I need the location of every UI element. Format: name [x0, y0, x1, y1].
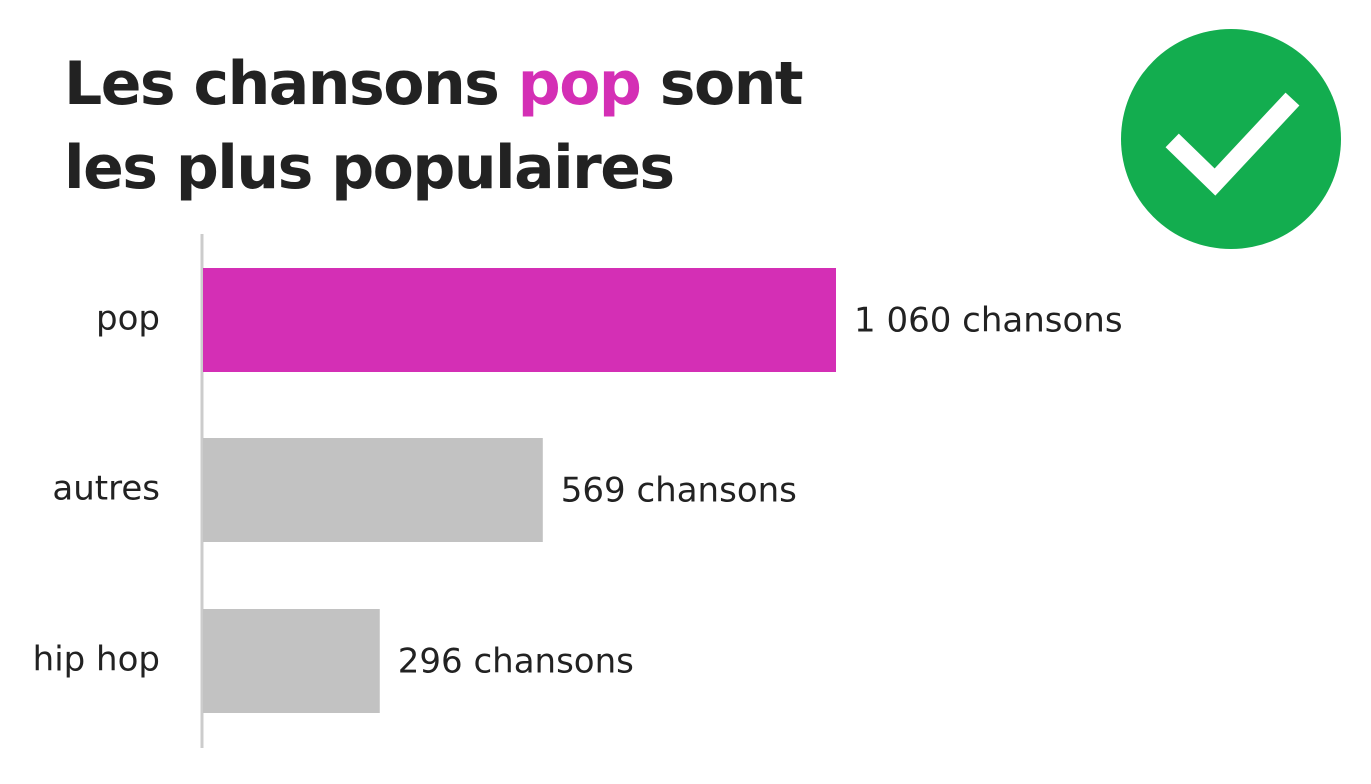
bar-hip-hop	[203, 609, 380, 713]
title-highlight-word: pop	[517, 49, 642, 119]
bar-autres	[203, 438, 543, 542]
check-badge-circle	[1121, 29, 1341, 249]
check-mark	[1165, 92, 1300, 196]
category-label: hip hop	[33, 640, 160, 680]
chart-title: Les chansons pop sont les plus populaire…	[64, 42, 804, 210]
title-line-2: les plus populaires	[64, 133, 675, 203]
title-line-1: Les chansons pop sont	[64, 42, 804, 126]
title-text-after: sont	[640, 49, 804, 119]
title-text-before: Les chansons	[64, 49, 518, 119]
value-label: 296 chansons	[398, 642, 634, 682]
bar-pop	[203, 268, 836, 372]
check-icon	[1121, 29, 1341, 249]
check-badge	[1121, 29, 1341, 249]
value-label: 569 chansons	[561, 471, 797, 511]
category-label: autres	[52, 469, 160, 509]
category-label: pop	[96, 299, 160, 339]
value-label: 1 060 chansons	[854, 301, 1123, 341]
